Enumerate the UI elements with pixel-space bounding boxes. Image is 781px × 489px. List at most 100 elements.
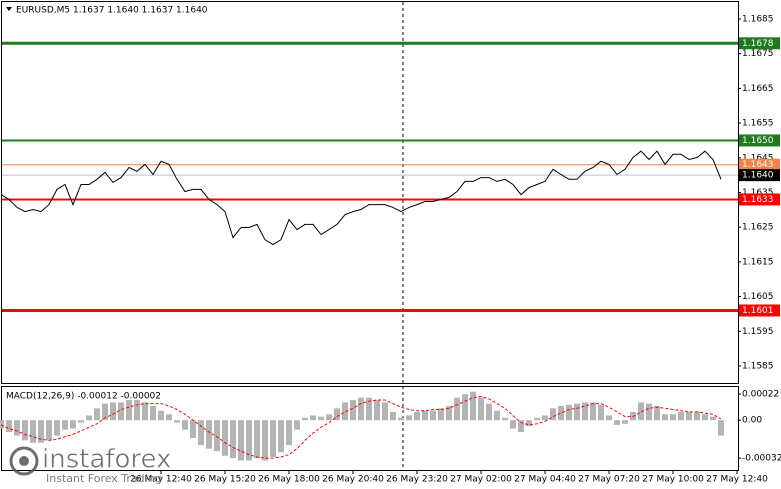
macd-bar [302,417,308,421]
price-line [0,150,722,246]
macd-bar [598,404,604,421]
symbol-title: EURUSD,M5 1.1637 1.1640 1.1637 1.1640 [16,6,208,16]
macd-bar [270,420,276,457]
macd-bar [126,400,132,421]
level-tag [739,158,780,171]
y-tick-label: 1.1675 [742,49,774,59]
macd-bar [238,420,244,461]
y-tick-label: 1.1585 [742,361,774,371]
macd-bar [526,420,532,427]
macd-bar [230,420,236,459]
y-tick-label: 0.00 [742,416,762,426]
menu-arrow [6,7,12,11]
watermark-tagline: Instant Forex Trading [46,472,162,485]
y-tick-label: 1.1685 [742,15,774,25]
y-tick-label: 1.1655 [742,119,774,129]
x-tick-label: 27 May 04:40 [514,475,576,485]
macd-bar [694,411,700,421]
macd-bar [254,420,260,459]
macd-bar [582,402,588,421]
macd-bar [550,408,556,421]
macd-bar [158,410,164,421]
macd-bar [118,402,124,421]
macd-bar [454,397,460,421]
y-tick-label: 0.00022 [742,390,779,400]
macd-bar [310,415,316,421]
y-tick-label: 1.1605 [742,292,774,302]
level-label: 1.1650 [742,136,774,146]
macd-bar [430,410,436,421]
macd-bar [414,411,420,421]
macd-bar [366,397,372,421]
macd-bar [102,403,108,421]
y-tick-label: 1.1645 [742,153,774,163]
macd-bar [46,420,52,441]
watermark-logo-dot [19,456,29,466]
macd-bar [574,403,580,421]
watermark-brand: instaforex [42,445,171,475]
x-tick-label: 26 May 15:20 [194,475,256,485]
macd-bar [566,404,572,421]
x-tick-label: 26 May 18:00 [258,475,320,485]
macd-bar [662,414,668,421]
macd-bar [286,420,292,446]
macd-bar [142,402,148,421]
macd-bar [438,408,444,421]
macd-bar [422,410,428,421]
macd-bar [174,420,180,423]
level-tag [739,193,780,206]
macd-bar [470,391,476,421]
macd-bar [710,416,716,421]
macd-bar [486,403,492,421]
macd-bar [206,420,212,449]
macd-bar [62,420,68,430]
level-label: 1.1601 [742,306,774,316]
x-tick-label: 26 May 23:20 [386,475,448,485]
macd-bar [246,420,252,461]
macd-bar [374,400,380,421]
macd-bar [406,415,412,421]
x-tick-label: 27 May 02:00 [450,475,512,485]
macd-bar [654,405,660,421]
macd-bar [278,420,284,453]
macd-bar [166,414,172,421]
watermark-logo [9,446,39,476]
macd-bar [30,420,36,443]
y-tick-label: 1.1615 [742,257,774,267]
y-tick-label: 1.1635 [742,188,774,198]
macd-bar [350,400,356,421]
macd-bar [150,405,156,421]
macd-bar [646,403,652,421]
macd-bar [6,420,12,433]
macd-bar [262,420,268,461]
x-tick-label: 26 May 20:40 [322,475,384,485]
macd-bar [558,405,564,421]
macd-bar [670,414,676,421]
macd-bar [222,420,228,456]
macd-bar [718,420,724,436]
level-tag [739,37,780,50]
macd-bar [0,420,4,429]
macd-bar [382,402,388,421]
macd-bar [390,411,396,421]
macd-bar [70,420,76,429]
macd-bar [614,420,620,425]
macd-bar [462,394,468,421]
macd-bar [502,417,508,421]
macd-bar [446,405,452,421]
macd-bar [182,420,188,430]
macd-bar [678,411,684,421]
macd-bar [638,402,644,421]
macd-bar [38,420,44,443]
macd-bar [54,420,60,436]
macd-bar [190,420,196,438]
macd-bar [358,397,364,421]
macd-bar [590,402,596,421]
y-tick-label: -0.00032 [742,454,781,464]
level-tag [739,169,780,182]
level-label: 1.1640 [742,171,774,181]
macd-bar [518,420,524,433]
macd-bar [198,420,204,446]
macd-bar [622,420,628,424]
